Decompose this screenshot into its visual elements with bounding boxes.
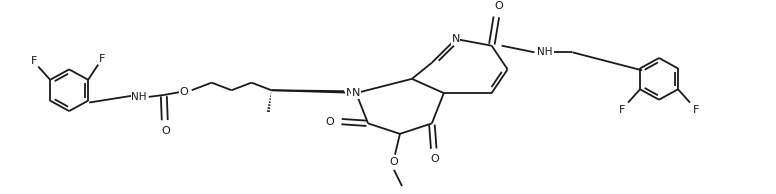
Text: F: F bbox=[619, 105, 625, 115]
Text: F: F bbox=[693, 105, 699, 115]
Text: O: O bbox=[431, 154, 439, 165]
Text: NH: NH bbox=[131, 92, 147, 102]
Text: O: O bbox=[161, 126, 170, 136]
Text: O: O bbox=[326, 117, 334, 126]
Text: O: O bbox=[179, 87, 188, 97]
Text: N: N bbox=[452, 34, 460, 44]
Text: NH: NH bbox=[537, 47, 553, 57]
Text: O: O bbox=[390, 157, 398, 167]
Text: N: N bbox=[352, 88, 360, 98]
Text: F: F bbox=[99, 54, 106, 64]
Text: F: F bbox=[31, 56, 37, 66]
Text: O: O bbox=[494, 1, 503, 11]
Text: N: N bbox=[346, 88, 355, 98]
